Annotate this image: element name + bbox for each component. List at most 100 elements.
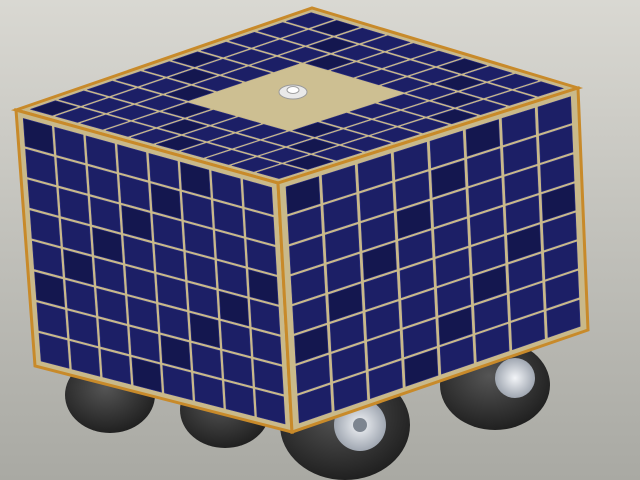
right-solar-cell: [438, 306, 473, 346]
left-solar-cell: [215, 230, 246, 267]
top-solar-cell: [156, 135, 204, 151]
top-solar-cell: [432, 92, 481, 108]
right-solar-cell: [398, 230, 433, 269]
left-solar-cell: [87, 166, 119, 203]
top-solar-cell: [181, 142, 229, 158]
top-solar-cell: [87, 80, 135, 97]
top-solar-cell: [410, 67, 459, 84]
right-solar-cell: [287, 206, 323, 245]
top-solar-cell: [80, 114, 129, 130]
top-solar-cell: [285, 154, 334, 170]
center-knob-icon: [278, 84, 308, 100]
right-solar-cell: [292, 295, 327, 334]
left-solar-cell: [67, 310, 99, 347]
right-solar-cell: [473, 294, 509, 333]
left-solar-cell: [131, 357, 162, 393]
right-solar-cell: [429, 130, 465, 169]
right-solar-cell: [502, 136, 538, 175]
left-solar-cell: [60, 218, 92, 255]
right-solar-cell: [368, 360, 403, 399]
right-solar-cell: [324, 224, 360, 263]
right-solar-cell: [399, 259, 435, 299]
left-solar-cell: [25, 148, 57, 185]
top-solar-cell: [308, 37, 357, 54]
top-solar-cell: [413, 50, 462, 67]
top-solar-cell: [58, 90, 107, 106]
top-solar-cell: [346, 120, 395, 136]
top-solar-cell: [285, 12, 334, 29]
left-solar-cell: [29, 210, 61, 247]
left-solar-cell: [129, 326, 160, 363]
top-solar-cell: [263, 131, 312, 147]
left-solar-cell: [218, 290, 250, 327]
left-solar-cell: [96, 288, 127, 324]
right-solar-cell: [393, 142, 429, 180]
left-solar-cell: [56, 157, 88, 194]
top-solar-cell: [387, 43, 437, 59]
top-solar-cell: [137, 95, 186, 111]
right-solar-cell: [435, 248, 470, 287]
top-solar-cell: [159, 119, 208, 135]
right-solar-cell: [545, 270, 580, 309]
top-solar-cell: [109, 104, 157, 121]
left-solar-cell: [54, 126, 86, 163]
left-solar-cell: [160, 334, 191, 371]
right-solar-cell: [510, 311, 545, 351]
top-solar-cell: [197, 58, 246, 75]
right-solar-cell: [436, 277, 472, 316]
top-solar-cell: [55, 107, 103, 123]
top-solar-cell: [515, 81, 564, 97]
top-solar-cell: [115, 71, 164, 87]
left-solar-cell: [211, 170, 243, 207]
left-solar-cells: [22, 118, 286, 425]
left-solar-cell: [63, 249, 94, 286]
right-solar-cell: [362, 242, 397, 281]
top-solar-cell: [489, 73, 539, 90]
right-solar-cell: [542, 212, 577, 251]
left-solar-cell: [213, 200, 244, 237]
left-solar-cell: [248, 269, 279, 305]
left-solar-cell: [36, 302, 68, 339]
right-solar-cell: [537, 96, 573, 134]
top-solar-cell: [83, 97, 132, 114]
left-solar-cell: [92, 227, 123, 263]
left-solar-cell: [98, 318, 129, 355]
top-solar-cell: [321, 112, 370, 128]
right-solar-cell: [475, 323, 510, 363]
top-solar-cell: [238, 124, 287, 140]
left-solar-cell: [125, 265, 156, 302]
left-solar-cell: [189, 312, 220, 349]
left-solar-cell: [117, 144, 148, 181]
right-solar-cell: [501, 107, 537, 146]
top-solar-cell: [288, 138, 337, 154]
top-solar-cell: [359, 52, 408, 69]
top-solar-cell: [429, 109, 478, 125]
left-solar-cell: [181, 192, 213, 228]
right-solar-cell: [326, 253, 362, 293]
left-solar-cell: [185, 252, 217, 288]
left-solar-cell: [22, 118, 55, 155]
left-solar-cell: [90, 196, 121, 233]
left-solar-cell: [150, 183, 182, 220]
left-solar-cell: [85, 135, 117, 172]
right-solar-cell: [472, 265, 507, 304]
left-solar-cell: [216, 260, 248, 297]
right-solar-cell: [467, 148, 502, 187]
left-solar-cell: [31, 240, 63, 277]
top-solar-cell: [254, 39, 303, 56]
left-solar-cell: [183, 222, 215, 258]
left-solar-cell: [65, 279, 96, 316]
top-solar-cell: [349, 103, 398, 119]
right-solar-cell: [321, 164, 357, 203]
top-solar-cell: [172, 51, 220, 68]
right-solar-cell: [332, 372, 368, 412]
right-solar-cell: [401, 289, 436, 328]
right-solar-cell: [471, 236, 506, 275]
left-solar-cell: [224, 381, 255, 417]
top-solar-cell: [229, 31, 277, 48]
left-solar-cell: [191, 342, 222, 379]
left-solar-cell: [154, 244, 186, 280]
left-solar-cell: [222, 351, 253, 387]
right-solar-cell: [543, 241, 579, 280]
